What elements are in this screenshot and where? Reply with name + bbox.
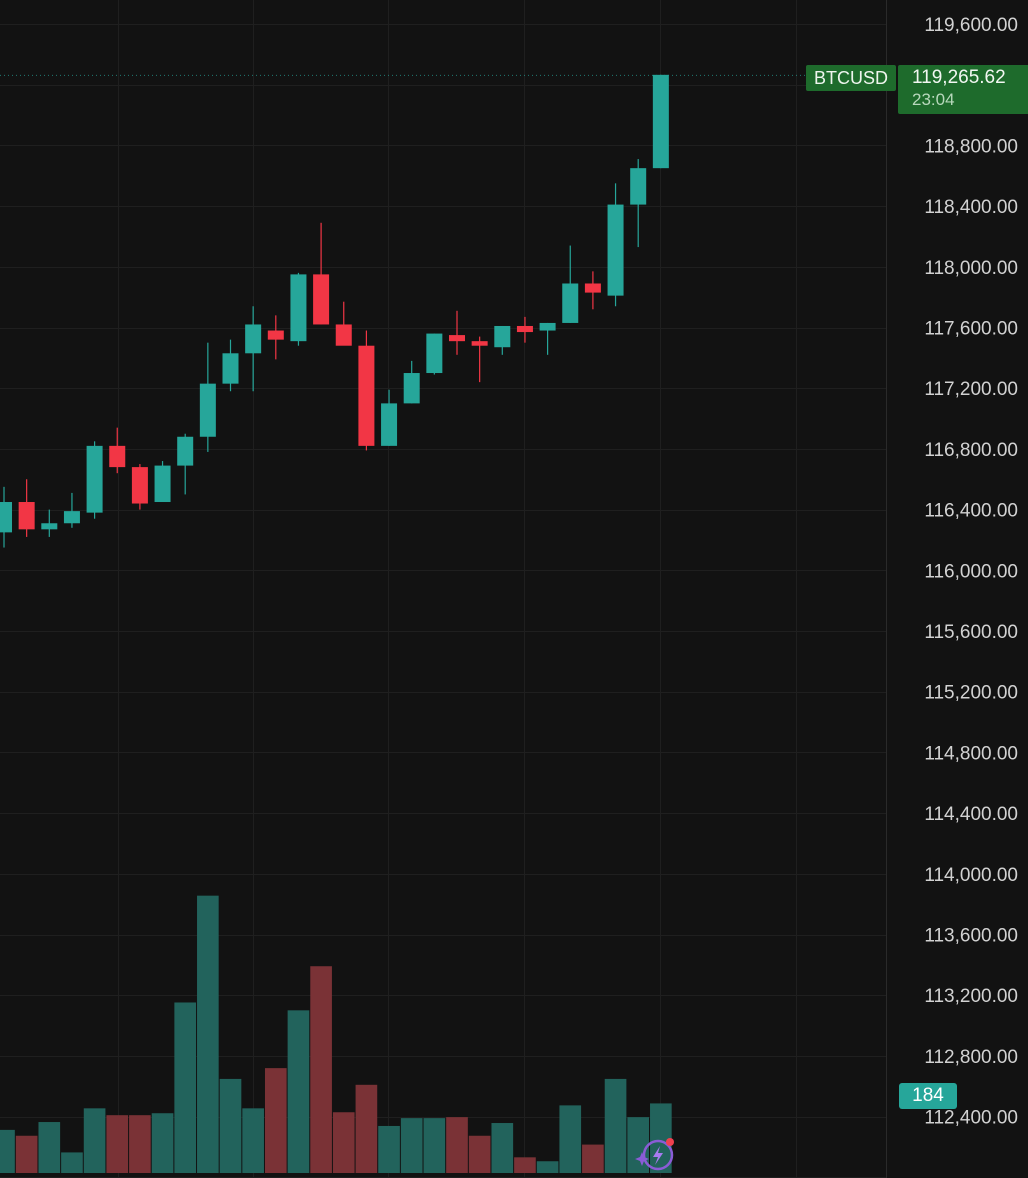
volume-bar [0, 1129, 15, 1173]
volume-badge: 184 [899, 1083, 957, 1109]
volume-bar [287, 1010, 310, 1173]
price-tick-label: 118,000.00 [924, 258, 1018, 279]
volume-bar [242, 1108, 264, 1173]
candle-body [494, 325, 511, 348]
candle-body [41, 523, 58, 530]
candle-body [562, 283, 579, 323]
candle-body [177, 436, 194, 466]
candle-body [539, 322, 556, 331]
price-tick-label: 115,200.00 [924, 683, 1018, 704]
candle-body [335, 324, 352, 346]
candle-body [222, 353, 239, 384]
price-tick-label: 116,400.00 [924, 501, 1018, 522]
volume-bar [197, 895, 219, 1173]
candle-body [471, 341, 488, 346]
symbol-badge: BTCUSD [806, 65, 896, 91]
candle-body [290, 274, 307, 342]
price-tick-label: 119,600.00 [924, 15, 1018, 36]
candle-body [131, 467, 148, 504]
volume-bar [468, 1135, 491, 1173]
volume-bar [83, 1108, 106, 1173]
candle-body [0, 502, 12, 533]
price-tick-label: 117,600.00 [924, 319, 1018, 340]
candle-countdown: 23:04 [912, 90, 955, 109]
candle-body [403, 373, 420, 404]
volume-bar [582, 1144, 604, 1173]
price-tick-label: 116,800.00 [924, 440, 1018, 461]
candle-body [584, 283, 601, 293]
volume-bar [604, 1078, 627, 1173]
candles [0, 74, 669, 548]
candle-body [199, 383, 216, 437]
price-tick-label: 117,200.00 [924, 379, 1018, 400]
price-tick-label: 118,800.00 [924, 136, 1018, 157]
candle-body [154, 465, 171, 503]
price-tick-label: 113,600.00 [924, 926, 1018, 947]
sparkle-lightning-icon [635, 1138, 674, 1171]
price-tick-label: 118,400.00 [924, 197, 1018, 218]
volume-bar [310, 966, 332, 1173]
volume-bar [332, 1112, 355, 1173]
last-price-badge: 119,265.62 23:04 [898, 65, 1028, 114]
candle-body [109, 445, 126, 468]
last-price-value: 119,265.62 [912, 67, 1006, 88]
volume-bar [446, 1117, 468, 1173]
volume-bar [219, 1078, 242, 1173]
candle-body [516, 325, 533, 333]
volume-bar [61, 1152, 83, 1173]
ai-assistant-button[interactable] [634, 1135, 678, 1175]
volume-bar [38, 1122, 61, 1173]
volume-bar [15, 1135, 38, 1173]
candle-body [449, 335, 465, 342]
volume-bar [129, 1115, 151, 1173]
price-tick-label: 113,200.00 [924, 986, 1018, 1007]
volume-bar [151, 1113, 174, 1173]
candle-body [358, 345, 375, 446]
grid-lines [0, 0, 886, 1178]
volume-value: 184 [912, 1085, 944, 1106]
volume-bar [264, 1068, 287, 1173]
candle-body [86, 445, 103, 513]
volume-bar [559, 1105, 582, 1173]
volume-bar [536, 1161, 559, 1173]
price-tick-label: 114,000.00 [924, 865, 1018, 886]
price-tick-label: 114,400.00 [924, 804, 1018, 825]
volume-bar [378, 1125, 400, 1173]
candle-body [607, 204, 624, 296]
candle-body [381, 403, 398, 446]
price-tick-label: 112,800.00 [924, 1047, 1018, 1068]
candle-body [18, 502, 35, 530]
price-axis[interactable]: 119,600.00 118,800.00 118,400.00 118,000.00… [924, 15, 1018, 1129]
volume-bar [355, 1084, 378, 1173]
candle-body [245, 324, 262, 354]
volume-bar [423, 1118, 446, 1173]
candle-body [652, 74, 669, 169]
candle-body [63, 511, 80, 524]
candle-body [630, 168, 647, 205]
candle-body [313, 274, 330, 325]
volume-bar [400, 1118, 423, 1173]
volume-bar [491, 1123, 514, 1173]
volume-bar [514, 1157, 536, 1173]
volume-bars [0, 895, 672, 1173]
price-tick-label: 116,000.00 [924, 561, 1018, 582]
volume-bar [174, 1002, 197, 1173]
volume-bar [106, 1115, 129, 1173]
candle-body [426, 333, 443, 374]
price-tick-label: 112,400.00 [924, 1108, 1018, 1129]
symbol-label: BTCUSD [813, 68, 888, 88]
candle-body [267, 330, 284, 340]
price-tick-label: 115,600.00 [924, 622, 1018, 643]
price-tick-label: 114,800.00 [924, 743, 1018, 764]
